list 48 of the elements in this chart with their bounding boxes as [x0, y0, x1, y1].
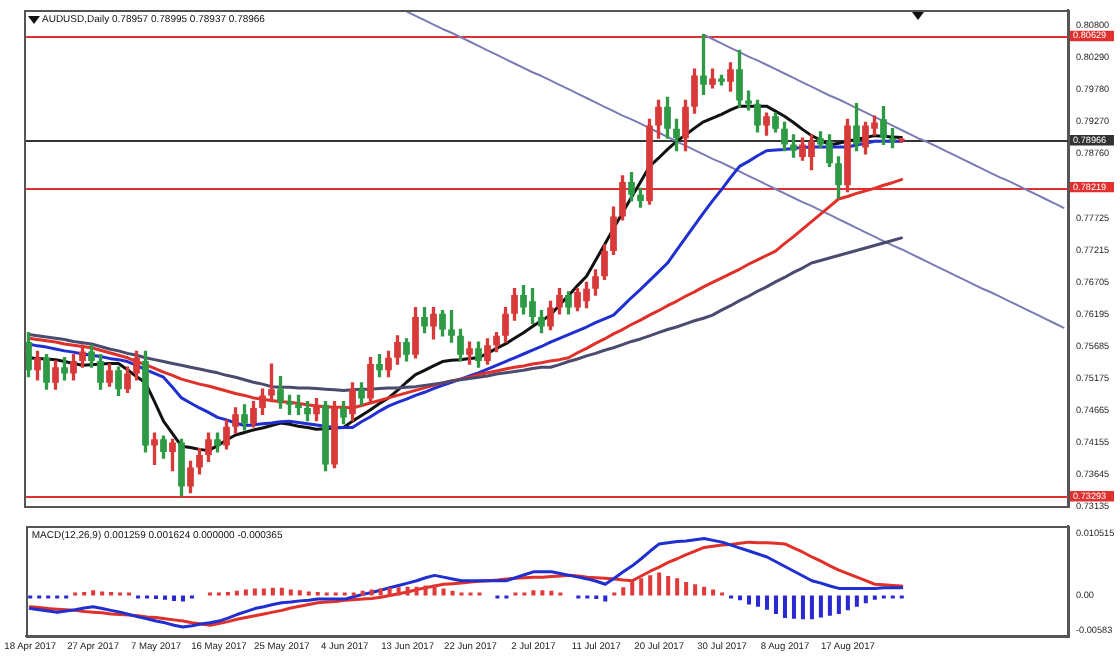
bar — [396, 587, 401, 596]
bar — [405, 586, 410, 596]
bar — [684, 581, 689, 596]
bar — [863, 595, 868, 604]
bar — [261, 588, 266, 596]
bar — [666, 575, 671, 596]
bar — [441, 588, 446, 596]
bar — [423, 585, 428, 596]
bar — [764, 595, 770, 610]
bar — [432, 584, 437, 596]
bar — [252, 588, 257, 596]
bar — [621, 587, 626, 596]
bar — [549, 590, 554, 596]
bar — [639, 578, 644, 596]
bar — [234, 590, 239, 596]
bar — [450, 590, 455, 596]
bar — [630, 580, 635, 596]
bar — [711, 589, 716, 596]
bar — [297, 590, 302, 596]
bar — [702, 586, 707, 596]
bar — [827, 595, 832, 616]
bar — [836, 595, 841, 614]
bar — [773, 595, 779, 614]
bar — [171, 595, 177, 601]
bar — [540, 590, 545, 596]
bar — [854, 595, 859, 607]
bar — [845, 595, 850, 611]
bar — [531, 590, 536, 596]
bar — [675, 578, 680, 596]
bar — [243, 589, 248, 596]
bar — [288, 589, 293, 596]
bar — [782, 595, 787, 619]
bar — [648, 575, 653, 596]
bar — [657, 572, 662, 596]
bar — [800, 595, 805, 620]
bar — [756, 595, 761, 607]
bar — [693, 584, 698, 596]
bar — [414, 586, 419, 596]
bar — [270, 587, 275, 596]
bar — [279, 587, 284, 596]
bar — [360, 590, 365, 596]
bar — [387, 587, 392, 596]
bar — [791, 595, 796, 619]
bar — [809, 595, 814, 620]
bar — [369, 589, 374, 596]
bar — [818, 595, 823, 618]
bar — [91, 590, 96, 596]
bar — [378, 588, 383, 596]
